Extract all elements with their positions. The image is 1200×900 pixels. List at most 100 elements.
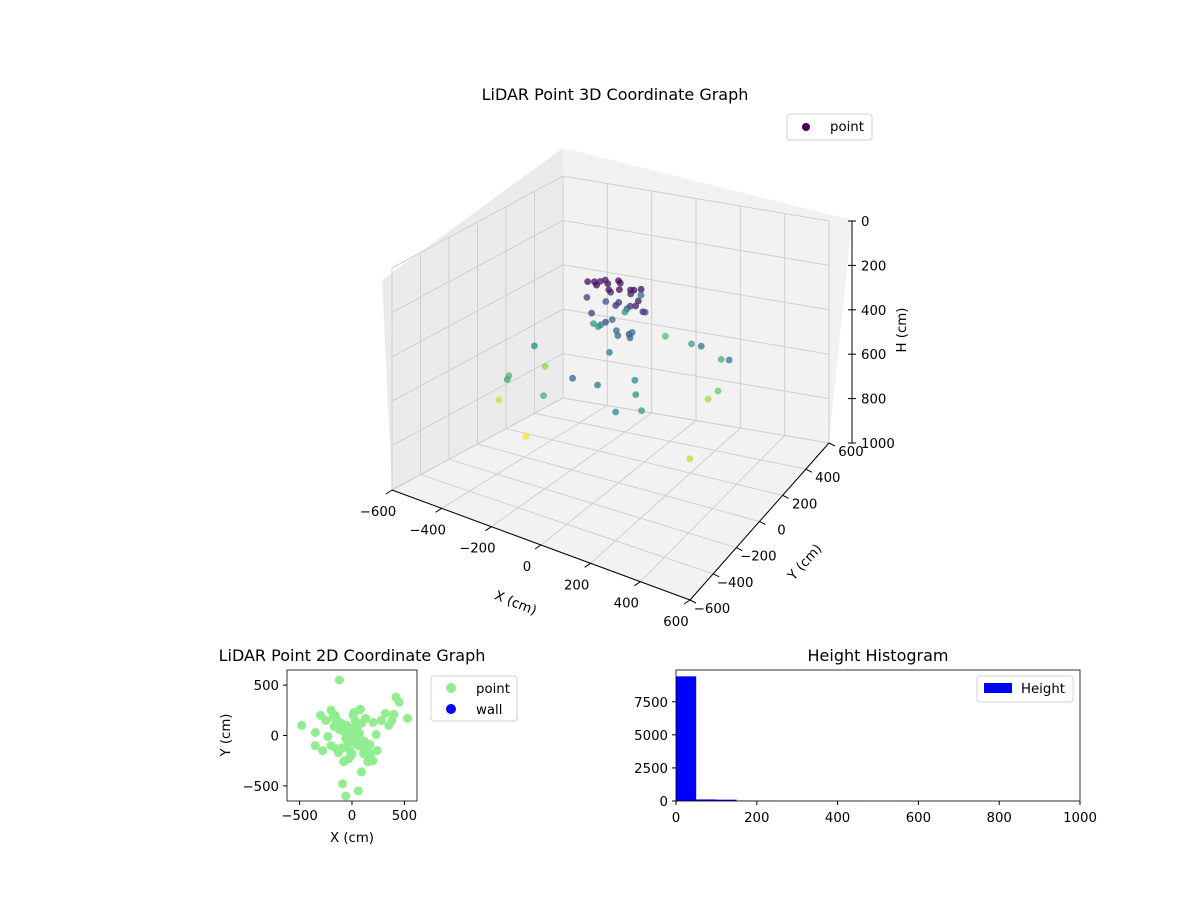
x-tick-label: 500 xyxy=(392,809,417,824)
data-point-3d xyxy=(638,407,645,415)
data-point-3d xyxy=(612,327,620,335)
data-point-3d xyxy=(632,391,640,399)
y-tick-label: 2500 xyxy=(634,762,668,777)
data-point-2d xyxy=(339,757,349,767)
x-tick xyxy=(634,581,641,587)
chart-3d: −600−400−2000200400600−600−400−200020040… xyxy=(360,85,910,630)
data-point-2d xyxy=(403,713,413,723)
pane-floor xyxy=(392,398,829,600)
data-point-3d xyxy=(601,276,609,284)
data-point-2d xyxy=(394,697,404,707)
grid-line xyxy=(477,443,760,522)
x-tick-label: 800 xyxy=(987,811,1012,826)
data-point-3d xyxy=(569,374,577,382)
chart-2d: LiDAR Point 2D Coordinate Graph −500 0 500… xyxy=(219,646,518,846)
data-point-2d xyxy=(355,704,365,714)
data-point-2d xyxy=(334,675,344,685)
data-point-2d xyxy=(297,720,307,730)
pane-back-right xyxy=(563,148,852,443)
data-point-3d xyxy=(688,340,695,348)
y-tick-label: −500 xyxy=(242,780,279,795)
histogram-border xyxy=(675,669,1081,802)
chart-2d-title: LiDAR Point 2D Coordinate Graph xyxy=(219,646,486,665)
z-tick-label: 200 xyxy=(861,259,886,274)
x-tick-label: 1000 xyxy=(1063,811,1097,826)
points-2d xyxy=(297,675,413,801)
grid-line xyxy=(391,353,830,447)
data-point-2d xyxy=(347,749,357,759)
data-point-3d xyxy=(725,356,733,364)
data-point-3d xyxy=(634,297,642,305)
y-tick xyxy=(828,442,836,447)
histogram-title: Height Histogram xyxy=(808,646,949,665)
chart-2d-ylabel: Y (cm) xyxy=(219,714,234,758)
z-tick-label: 1000 xyxy=(861,437,895,452)
legend-2d-wall-label: wall xyxy=(476,703,502,718)
data-point-3d xyxy=(631,376,639,384)
grid-line xyxy=(391,175,830,269)
ticks-2d: −500 0 500 −500 0 500 xyxy=(242,679,417,824)
data-point-3d xyxy=(531,342,538,350)
y-tick-label: −400 xyxy=(717,576,754,591)
data-point-2d xyxy=(341,791,351,801)
data-point-2d xyxy=(326,705,336,715)
legend-2d-wall-marker xyxy=(446,704,456,714)
data-point-2d xyxy=(371,729,381,739)
data-point-3d xyxy=(590,320,597,328)
grid-line xyxy=(562,397,830,444)
legend-histogram: Height xyxy=(976,675,1074,703)
data-point-3d xyxy=(697,342,705,350)
x-tick xyxy=(683,599,691,605)
data-point-2d xyxy=(338,779,348,789)
data-point-3d xyxy=(522,433,530,440)
data-point-3d xyxy=(621,308,629,316)
data-point-2d xyxy=(323,732,333,742)
data-point-3d xyxy=(540,392,547,399)
data-point-2d xyxy=(328,712,338,722)
data-point-2d xyxy=(359,749,369,759)
data-point-3d xyxy=(714,387,722,395)
x-tick-label: 0 xyxy=(523,560,531,575)
legend-histogram-swatch xyxy=(984,683,1012,693)
data-point-2d xyxy=(368,717,378,727)
x-tick-label: 400 xyxy=(825,811,850,826)
grid-line xyxy=(391,308,830,402)
legend-2d-point-label: point xyxy=(476,682,510,697)
data-point-3d xyxy=(594,381,601,389)
pane-back-left xyxy=(382,148,563,490)
legend-2d-point-marker xyxy=(446,683,456,693)
x-tick-label: −500 xyxy=(281,809,318,824)
data-point-3d xyxy=(628,329,636,336)
data-point-3d xyxy=(637,291,645,299)
data-point-2d xyxy=(346,731,356,740)
data-point-2d xyxy=(363,757,373,767)
y-tick-label: 5000 xyxy=(634,729,668,744)
ticks-3d: −600−400−2000200400600−600−400−200020040… xyxy=(360,215,895,630)
x-tick-label: 0 xyxy=(672,811,680,826)
data-point-2d xyxy=(342,721,352,731)
grid-line xyxy=(391,264,830,358)
data-point-3d xyxy=(615,299,623,306)
y-tick xyxy=(736,547,743,552)
x-tick xyxy=(534,544,542,550)
grid-line xyxy=(391,219,830,313)
data-point-3d xyxy=(632,302,640,310)
data-point-3d xyxy=(626,334,634,342)
y-tick-label: 400 xyxy=(815,471,840,486)
y-tick-label: 500 xyxy=(254,679,279,694)
data-point-2d xyxy=(329,721,339,731)
y-tick xyxy=(759,521,766,525)
chart-3d-zlabel: H (cm) xyxy=(895,308,910,353)
y-tick-label: 600 xyxy=(838,445,863,460)
data-point-3d xyxy=(612,408,620,416)
data-point-3d xyxy=(641,308,649,316)
x-tick xyxy=(435,507,442,513)
data-point-3d xyxy=(637,285,645,293)
x-tick-label: 200 xyxy=(744,811,769,826)
data-point-3d xyxy=(717,355,725,363)
histogram-bar xyxy=(716,799,737,801)
data-point-3d xyxy=(615,286,623,294)
data-point-3d xyxy=(661,332,669,340)
x-tick-label: 0 xyxy=(348,809,356,824)
